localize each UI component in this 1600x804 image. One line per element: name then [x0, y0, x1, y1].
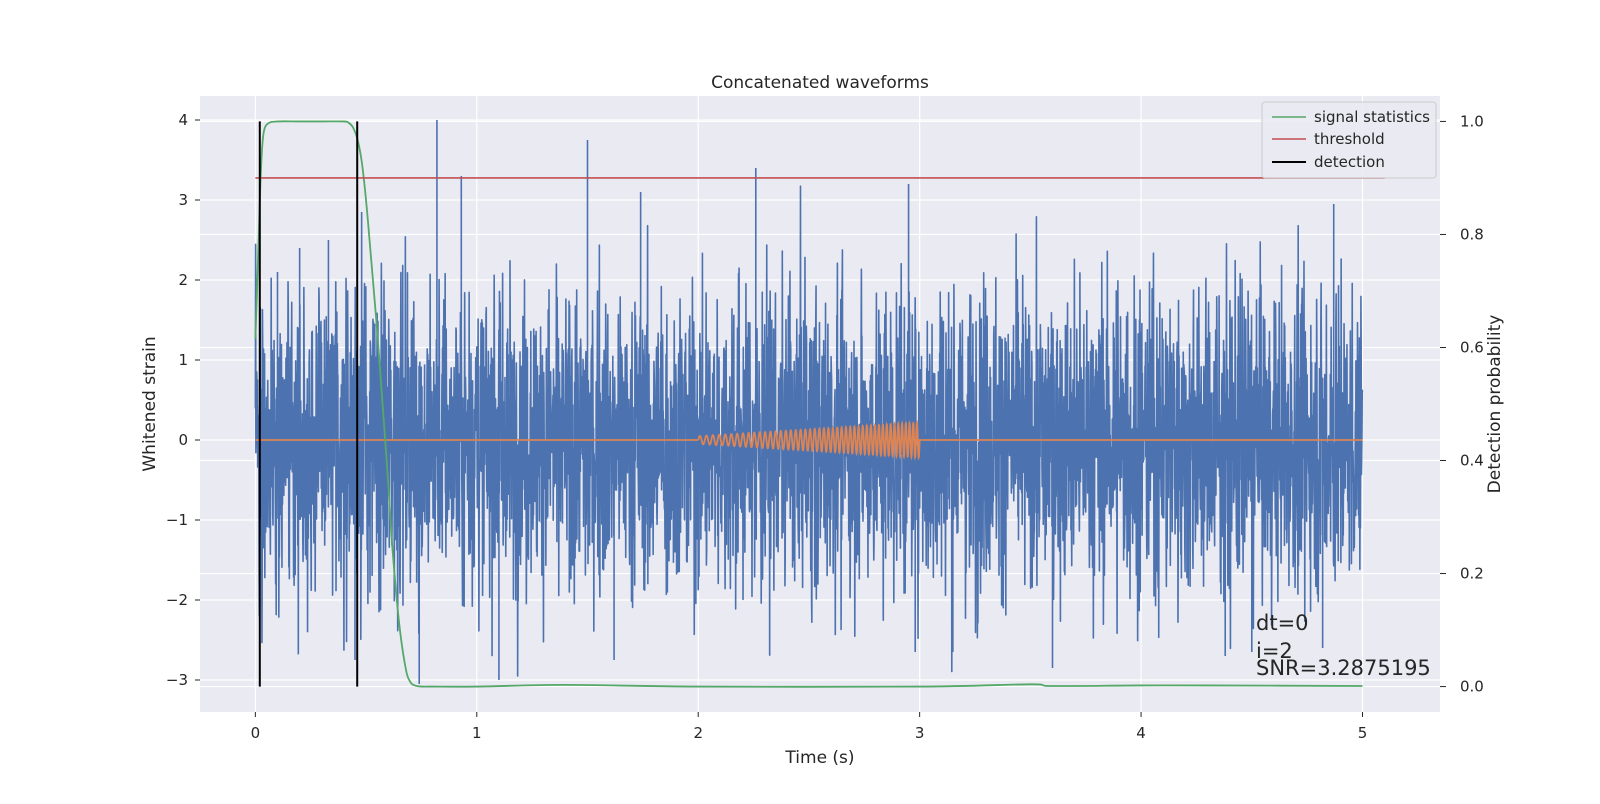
- y-right-tick-label: 0.4: [1460, 452, 1484, 470]
- y-right-tick-label: 0.2: [1460, 565, 1484, 583]
- x-tick-label: 1: [472, 724, 482, 742]
- x-tick-label: 3: [915, 724, 925, 742]
- y-right-tick-label: 1.0: [1460, 112, 1484, 130]
- y-tick-label: 4: [178, 111, 188, 129]
- annotation-snr: SNR=3.2875195: [1256, 656, 1431, 680]
- y-right-tick-label: 0.0: [1460, 678, 1484, 696]
- tick-labels: 0 1 2 3 4 5 −3 −2 −1 0 1 2 3 4 0.0 0.2 0.4 0.6 0.8 1.0: [166, 111, 1484, 742]
- y-right-tick-label: 0.6: [1460, 338, 1484, 356]
- annotation-dt: dt=0: [1256, 611, 1309, 635]
- x-tick-label: 0: [251, 724, 261, 742]
- y-axis-right-label: Detection probability: [1485, 315, 1505, 494]
- y-tick-label: 2: [178, 271, 188, 289]
- legend: signal statistics threshold detection: [1261, 101, 1437, 179]
- y-right-tick-label: 0.8: [1460, 225, 1484, 243]
- chart-title: Concatenated waveforms: [711, 73, 929, 93]
- legend-label-threshold: threshold: [1314, 130, 1385, 148]
- x-tick-label: 5: [1358, 724, 1368, 742]
- template-line: [255, 419, 1363, 461]
- y-tick-label: −2: [166, 591, 188, 609]
- annotation-i: i=2: [1256, 639, 1293, 663]
- data-layer: [254, 120, 1364, 684]
- x-axis-label: Time (s): [784, 748, 854, 768]
- strain-line: [254, 120, 1364, 684]
- signal-statistics-line: [254, 120, 1363, 688]
- legend-label-signal-statistics: signal statistics: [1314, 108, 1430, 126]
- legend-label-detection: detection: [1314, 153, 1385, 171]
- x-tick-label: 4: [1136, 724, 1146, 742]
- y-tick-label: −3: [166, 671, 188, 689]
- y-tick-label: −1: [166, 511, 188, 529]
- overlay-layer: [254, 120, 1385, 688]
- y-tick-label: 3: [178, 191, 188, 209]
- x-tick-label: 2: [693, 724, 703, 742]
- y-tick-label: 0: [178, 431, 188, 449]
- y-axis-label: Whitened strain: [140, 336, 160, 471]
- y-tick-label: 1: [178, 351, 188, 369]
- legend-frame: [1261, 101, 1437, 179]
